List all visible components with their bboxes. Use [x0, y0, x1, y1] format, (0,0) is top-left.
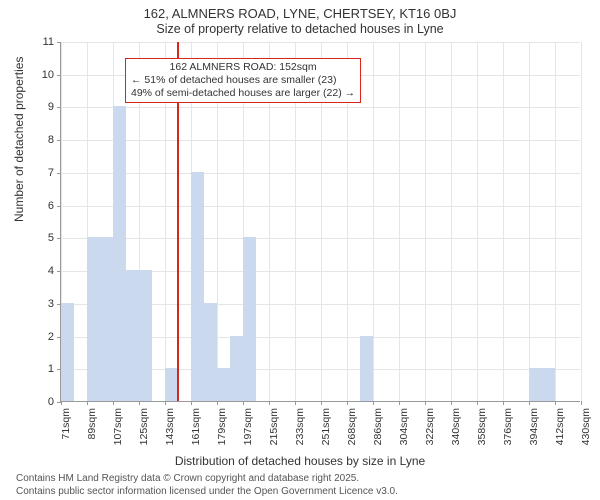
histogram-bar — [204, 303, 216, 401]
xtick-mark — [165, 401, 166, 405]
histogram-bar — [126, 270, 138, 401]
gridline-v — [425, 42, 426, 401]
ytick-label: 5 — [24, 232, 54, 244]
xtick-mark — [477, 401, 478, 405]
xtick-mark — [295, 401, 296, 405]
xtick-mark — [399, 401, 400, 405]
xtick-label: 251sqm — [320, 408, 332, 448]
histogram-bar — [230, 336, 242, 401]
histogram-bar — [100, 237, 112, 401]
chart-title-main: 162, ALMNERS ROAD, LYNE, CHERTSEY, KT16 … — [0, 6, 600, 21]
xtick-mark — [321, 401, 322, 405]
gridline-v — [399, 42, 400, 401]
gridline-v — [581, 42, 582, 401]
ytick-label: 1 — [24, 363, 54, 375]
ytick-label: 3 — [24, 298, 54, 310]
histogram-bar — [191, 172, 203, 401]
xtick-mark — [217, 401, 218, 405]
ytick-label: 9 — [24, 101, 54, 113]
xtick-mark — [87, 401, 88, 405]
annotation-box: 162 ALMNERS ROAD: 152sqm← 51% of detache… — [125, 58, 361, 103]
xtick-mark — [113, 401, 114, 405]
ytick-label: 10 — [24, 69, 54, 81]
histogram-bar — [61, 303, 73, 401]
chart-title-sub: Size of property relative to detached ho… — [0, 22, 600, 36]
xtick-label: 412sqm — [554, 408, 566, 448]
gridline-v — [451, 42, 452, 401]
annotation-line: ← 51% of detached houses are smaller (23… — [131, 74, 355, 87]
histogram-bar — [87, 237, 99, 401]
gridline-v — [477, 42, 478, 401]
xtick-label: 340sqm — [450, 408, 462, 448]
xtick-label: 71sqm — [60, 408, 72, 448]
xtick-mark — [529, 401, 530, 405]
ytick-label: 2 — [24, 331, 54, 343]
xtick-label: 376sqm — [502, 408, 514, 448]
xtick-mark — [373, 401, 374, 405]
xtick-mark — [61, 401, 62, 405]
ytick-label: 8 — [24, 134, 54, 146]
xtick-label: 107sqm — [112, 408, 124, 448]
ytick-label: 7 — [24, 167, 54, 179]
plot-area: 162 ALMNERS ROAD: 152sqm← 51% of detache… — [60, 42, 580, 402]
xtick-mark — [581, 401, 582, 405]
annotation-line: 49% of semi-detached houses are larger (… — [131, 87, 355, 100]
xtick-mark — [347, 401, 348, 405]
ytick-label: 0 — [24, 396, 54, 408]
xtick-mark — [451, 401, 452, 405]
histogram-bar — [529, 368, 541, 401]
xtick-mark — [503, 401, 504, 405]
xtick-label: 358sqm — [476, 408, 488, 448]
gridline-v — [503, 42, 504, 401]
xtick-mark — [269, 401, 270, 405]
xtick-label: 233sqm — [294, 408, 306, 448]
xtick-label: 197sqm — [242, 408, 254, 448]
xtick-label: 125sqm — [138, 408, 150, 448]
histogram-bar — [360, 336, 372, 401]
ytick-label: 11 — [24, 36, 54, 48]
histogram-bar — [165, 368, 177, 401]
xtick-label: 268sqm — [346, 408, 358, 448]
xtick-mark — [555, 401, 556, 405]
histogram-bar — [113, 106, 125, 401]
ytick-label: 4 — [24, 265, 54, 277]
xtick-mark — [191, 401, 192, 405]
histogram-bar — [243, 237, 255, 401]
xtick-mark — [425, 401, 426, 405]
histogram-bar — [217, 368, 229, 401]
footer-line1: Contains HM Land Registry data © Crown c… — [16, 473, 398, 486]
x-axis-label: Distribution of detached houses by size … — [0, 454, 600, 468]
xtick-mark — [139, 401, 140, 405]
histogram-bar — [542, 368, 554, 401]
xtick-label: 143sqm — [164, 408, 176, 448]
xtick-label: 161sqm — [190, 408, 202, 448]
histogram-bar — [139, 270, 151, 401]
xtick-mark — [243, 401, 244, 405]
xtick-label: 304sqm — [398, 408, 410, 448]
gridline-v — [373, 42, 374, 401]
annotation-line: 162 ALMNERS ROAD: 152sqm — [131, 61, 355, 74]
footer-line2: Contains public sector information licen… — [16, 486, 398, 499]
xtick-label: 286sqm — [372, 408, 384, 448]
xtick-label: 89sqm — [86, 408, 98, 448]
xtick-label: 179sqm — [216, 408, 228, 448]
xtick-label: 394sqm — [528, 408, 540, 448]
xtick-label: 322sqm — [424, 408, 436, 448]
ytick-label: 6 — [24, 200, 54, 212]
xtick-label: 430sqm — [580, 408, 592, 448]
xtick-label: 215sqm — [268, 408, 280, 448]
gridline-v — [529, 42, 530, 401]
gridline-v — [555, 42, 556, 401]
chart-footer: Contains HM Land Registry data © Crown c… — [16, 473, 398, 498]
